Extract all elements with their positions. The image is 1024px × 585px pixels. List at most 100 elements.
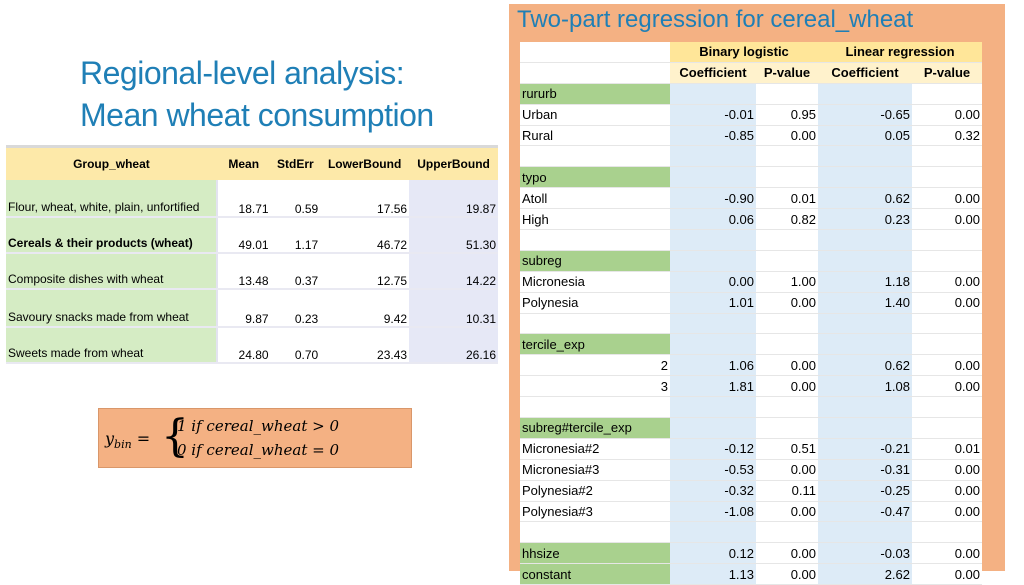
- binary-pvalue-cell: 0.00: [756, 563, 818, 585]
- linear-pvalue-cell: 0.00: [912, 271, 982, 293]
- upper-cell: 26.16: [409, 327, 498, 364]
- binary-pvalue-cell: 0.00: [756, 501, 818, 523]
- binary-coef-cell: 1.01: [670, 292, 756, 314]
- table-row: Polynesia#3 -1.08 0.00 -0.47 0.00: [520, 501, 982, 523]
- linear-pvalue-cell: 0.00: [912, 292, 982, 314]
- binary-coef-cell: 0.06: [670, 208, 756, 231]
- col-header-stderr: StdErr: [270, 145, 321, 180]
- formula-lhs: ybin =: [105, 429, 151, 452]
- mean-wheat-table-header: Group_wheat Mean StdErr LowerBound Upper…: [6, 145, 498, 180]
- lower-cell: 17.56: [320, 180, 410, 218]
- binary-pvalue-cell: 0.01: [756, 187, 818, 210]
- binary-coef-cell: [670, 313, 756, 335]
- linear-pvalue-cell: 0.32: [912, 125, 982, 147]
- linear-coef-cell: -0.65: [818, 104, 912, 126]
- linear-pvalue-cell: [912, 313, 982, 335]
- binary-pvalue-cell: 0.82: [756, 208, 818, 231]
- binary-outcome-formula: ybin = { 1 if cereal_wheat > 0 0 if cere…: [98, 408, 412, 468]
- table-row: Micronesia#3 -0.53 0.00 -0.31 0.00: [520, 459, 982, 481]
- binary-pvalue-cell: 0.95: [756, 104, 818, 126]
- binary-coef-cell: -0.85: [670, 125, 756, 147]
- linear-coef-cell: [818, 417, 912, 439]
- linear-coef-cell: 0.23: [818, 208, 912, 231]
- binary-coef-cell: -0.53: [670, 459, 756, 481]
- binary-pvalue-cell: [756, 417, 818, 439]
- binary-pvalue-cell: [756, 396, 818, 419]
- linear-coef-cell: -0.31: [818, 459, 912, 481]
- row-label: Polynesia: [520, 292, 670, 314]
- binary-coef-cell: [670, 333, 756, 356]
- binary-pvalue-cell: [756, 250, 818, 272]
- linear-pvalue-cell: 0.00: [912, 104, 982, 126]
- binary-coef-cell: -0.01: [670, 104, 756, 126]
- linear-pvalue-cell: [912, 229, 982, 251]
- binary-coef-cell: -0.90: [670, 187, 756, 210]
- linear-pvalue-cell: 0.00: [912, 208, 982, 231]
- formula-case-0: 0 if cereal_wheat = 0: [177, 441, 339, 459]
- linear-coef-cell: -0.47: [818, 501, 912, 523]
- table-row: [520, 229, 982, 251]
- regression-title: Two-part regression for cereal_wheat: [517, 6, 914, 33]
- stderr-cell: 0.59: [270, 180, 321, 218]
- col-header-p-linear: P-value: [912, 62, 982, 84]
- binary-coef-cell: 0.12: [670, 542, 756, 565]
- stderr-cell: 0.23: [270, 289, 321, 328]
- binary-coef-cell: [670, 250, 756, 272]
- binary-coef-cell: [670, 83, 756, 105]
- mean-wheat-table: Group_wheat Mean StdErr LowerBound Upper…: [6, 145, 498, 364]
- col-header-coef-linear: Coefficient: [818, 62, 912, 84]
- linear-pvalue-cell: 0.00: [912, 563, 982, 585]
- group-cell: Cereals & their products (wheat): [6, 217, 217, 254]
- col-header-coef-binary: Coefficient: [670, 62, 756, 84]
- lower-cell: 23.43: [320, 327, 410, 364]
- table-row: Sweets made from wheat 24.80 0.70 23.43 …: [6, 327, 498, 364]
- table-row: [520, 145, 982, 168]
- row-label: Polynesia#2: [520, 480, 670, 502]
- brace-icon: {: [161, 411, 189, 462]
- row-label: hhsize: [520, 542, 670, 565]
- linear-pvalue-cell: [912, 521, 982, 544]
- binary-coef-cell: [670, 521, 756, 544]
- linear-coef-cell: 1.08: [818, 375, 912, 398]
- linear-coef-cell: [818, 333, 912, 356]
- row-label: Polynesia#3: [520, 501, 670, 523]
- regression-table: Binary logistic Linear regression Coeffi…: [520, 42, 982, 585]
- binary-coef-cell: [670, 145, 756, 168]
- lower-cell: 12.75: [320, 253, 410, 290]
- binary-coef-cell: -1.08: [670, 501, 756, 523]
- linear-coef-cell: [818, 396, 912, 419]
- linear-coef-cell: [818, 313, 912, 335]
- row-label: constant: [520, 563, 670, 585]
- binary-pvalue-cell: [756, 166, 818, 189]
- table-row: [520, 521, 982, 544]
- linear-pvalue-cell: [912, 166, 982, 189]
- col-header-p-binary: P-value: [756, 62, 818, 84]
- linear-pvalue-cell: 0.00: [912, 459, 982, 481]
- slide-title: Regional-level analysis: Mean wheat cons…: [80, 52, 434, 136]
- linear-pvalue-cell: 0.00: [912, 542, 982, 565]
- row-label: Micronesia#3: [520, 459, 670, 481]
- upper-cell: 10.31: [409, 289, 498, 328]
- table-row: [520, 396, 982, 419]
- group-cell: Sweets made from wheat: [6, 327, 217, 364]
- table-row: Flour, wheat, white, plain, unfortified …: [6, 180, 498, 218]
- binary-pvalue-cell: [756, 145, 818, 168]
- row-label: [520, 521, 670, 544]
- linear-coef-cell: 0.62: [818, 187, 912, 210]
- binary-coef-cell: 1.81: [670, 375, 756, 398]
- regression-col-header-row: Coefficient P-value Coefficient P-value: [520, 62, 982, 84]
- table-row: Micronesia 0.00 1.00 1.18 0.00: [520, 271, 982, 293]
- formula-case-1: 1 if cereal_wheat > 0: [177, 417, 339, 435]
- mean-cell: 9.87: [215, 289, 271, 328]
- linear-coef-cell: -0.21: [818, 438, 912, 460]
- table-row: Savoury snacks made from wheat 9.87 0.23…: [6, 289, 498, 328]
- stderr-cell: 1.17: [270, 217, 321, 254]
- binary-pvalue-cell: [756, 229, 818, 251]
- row-label: [520, 229, 670, 251]
- linear-coef-cell: 0.62: [818, 354, 912, 377]
- table-row: Urban -0.01 0.95 -0.65 0.00: [520, 104, 982, 126]
- binary-coef-cell: 1.06: [670, 354, 756, 377]
- binary-coef-cell: [670, 396, 756, 419]
- linear-pvalue-cell: 0.00: [912, 501, 982, 523]
- row-label: [520, 313, 670, 335]
